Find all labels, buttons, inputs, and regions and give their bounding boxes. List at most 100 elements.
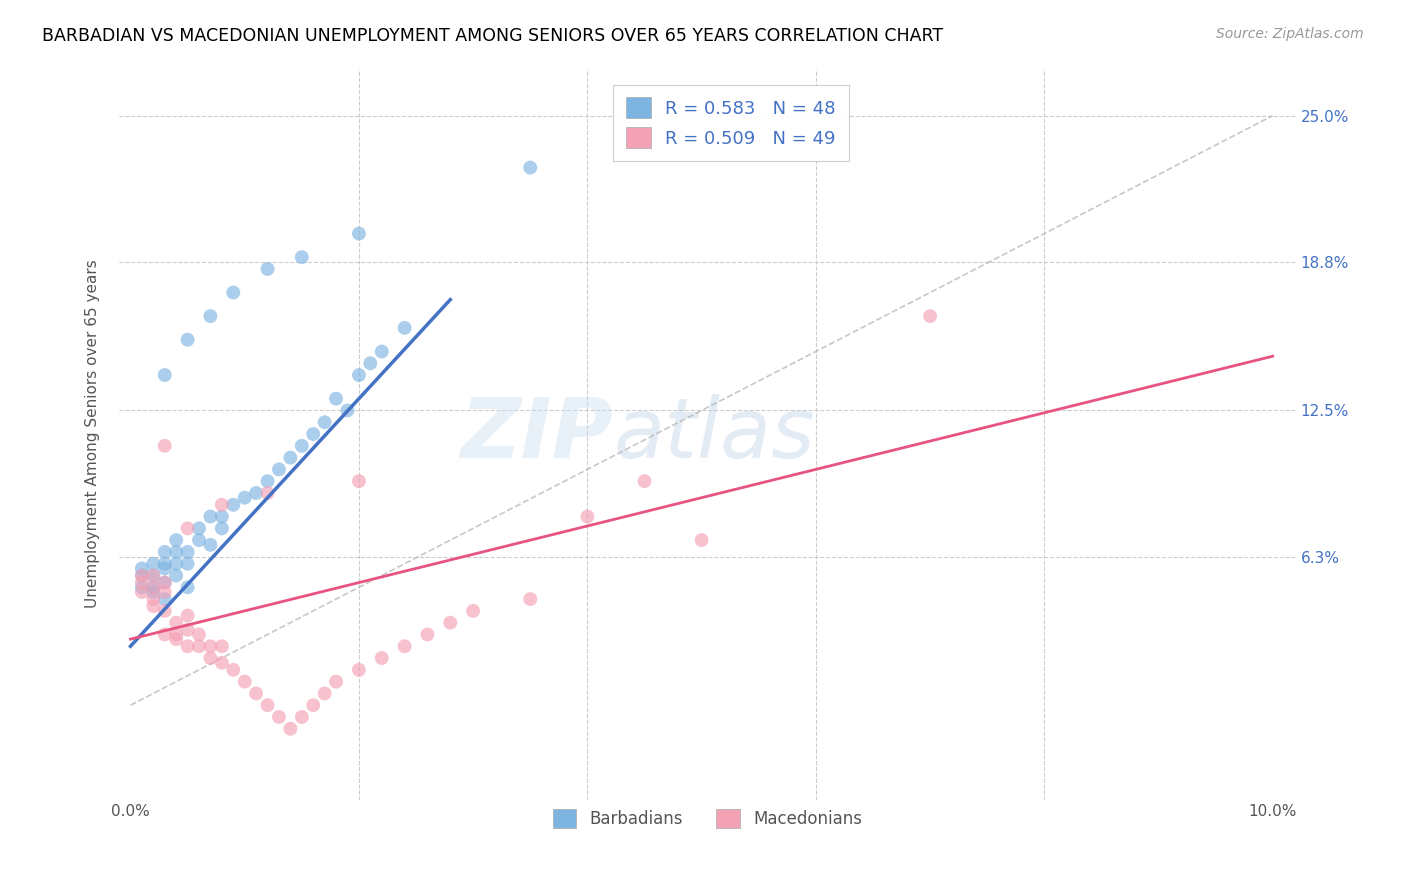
Point [245, 486, 267, 500]
Point [188, 533, 211, 548]
Point [131, 580, 153, 594]
Point [359, 356, 381, 370]
Point [347, 474, 370, 488]
Point [211, 498, 233, 512]
Point [291, 250, 314, 264]
Text: BARBADIAN VS MACEDONIAN UNEMPLOYMENT AMONG SENIORS OVER 65 YEARS CORRELATION CHA: BARBADIAN VS MACEDONIAN UNEMPLOYMENT AMO… [42, 27, 943, 45]
Point [153, 627, 176, 641]
Text: Source: ZipAtlas.com: Source: ZipAtlas.com [1216, 27, 1364, 41]
Point [200, 651, 222, 665]
Point [153, 575, 176, 590]
Point [280, 722, 302, 736]
Point [633, 474, 655, 488]
Point [280, 450, 302, 465]
Point [211, 509, 233, 524]
Point [142, 599, 165, 614]
Point [325, 392, 347, 406]
Point [142, 568, 165, 582]
Point [394, 321, 416, 335]
Point [200, 639, 222, 653]
Point [256, 698, 278, 713]
Point [918, 309, 941, 323]
Text: atlas: atlas [613, 393, 815, 475]
Point [176, 545, 198, 559]
Y-axis label: Unemployment Among Seniors over 65 years: Unemployment Among Seniors over 65 years [86, 260, 100, 608]
Point [153, 592, 176, 607]
Point [394, 639, 416, 653]
Point [233, 674, 256, 689]
Point [690, 533, 713, 548]
Point [256, 474, 278, 488]
Point [325, 674, 347, 689]
Point [200, 309, 222, 323]
Point [222, 663, 245, 677]
Point [267, 462, 290, 476]
Point [200, 509, 222, 524]
Point [165, 545, 187, 559]
Point [347, 663, 370, 677]
Point [165, 632, 187, 647]
Point [153, 561, 176, 575]
Point [165, 627, 187, 641]
Point [131, 575, 153, 590]
Point [165, 615, 187, 630]
Point [211, 639, 233, 653]
Point [176, 639, 198, 653]
Point [222, 285, 245, 300]
Point [153, 575, 176, 590]
Point [211, 656, 233, 670]
Point [153, 545, 176, 559]
Point [200, 538, 222, 552]
Point [576, 509, 599, 524]
Legend: Barbadians, Macedonians: Barbadians, Macedonians [546, 803, 869, 835]
Point [176, 623, 198, 637]
Point [176, 557, 198, 571]
Point [188, 627, 211, 641]
Point [176, 580, 198, 594]
Point [176, 333, 198, 347]
Point [176, 608, 198, 623]
Point [336, 403, 359, 417]
Point [233, 491, 256, 505]
Point [165, 557, 187, 571]
Point [142, 580, 165, 594]
Point [416, 627, 439, 641]
Point [142, 557, 165, 571]
Point [314, 686, 336, 700]
Point [245, 686, 267, 700]
Point [131, 568, 153, 582]
Point [142, 592, 165, 607]
Point [519, 161, 541, 175]
Point [165, 533, 187, 548]
Point [267, 710, 290, 724]
Point [256, 486, 278, 500]
Point [142, 580, 165, 594]
Point [131, 585, 153, 599]
Point [153, 585, 176, 599]
Point [291, 439, 314, 453]
Point [371, 651, 394, 665]
Point [256, 262, 278, 277]
Point [519, 592, 541, 607]
Point [153, 368, 176, 382]
Point [142, 568, 165, 582]
Point [142, 585, 165, 599]
Point [302, 427, 325, 442]
Point [314, 415, 336, 429]
Text: ZIP: ZIP [461, 393, 613, 475]
Point [302, 698, 325, 713]
Point [153, 557, 176, 571]
Point [347, 368, 370, 382]
Point [347, 227, 370, 241]
Point [176, 521, 198, 535]
Point [131, 561, 153, 575]
Point [371, 344, 394, 359]
Point [222, 498, 245, 512]
Point [153, 604, 176, 618]
Point [211, 521, 233, 535]
Point [463, 604, 485, 618]
Point [131, 568, 153, 582]
Point [165, 568, 187, 582]
Point [153, 439, 176, 453]
Point [439, 615, 461, 630]
